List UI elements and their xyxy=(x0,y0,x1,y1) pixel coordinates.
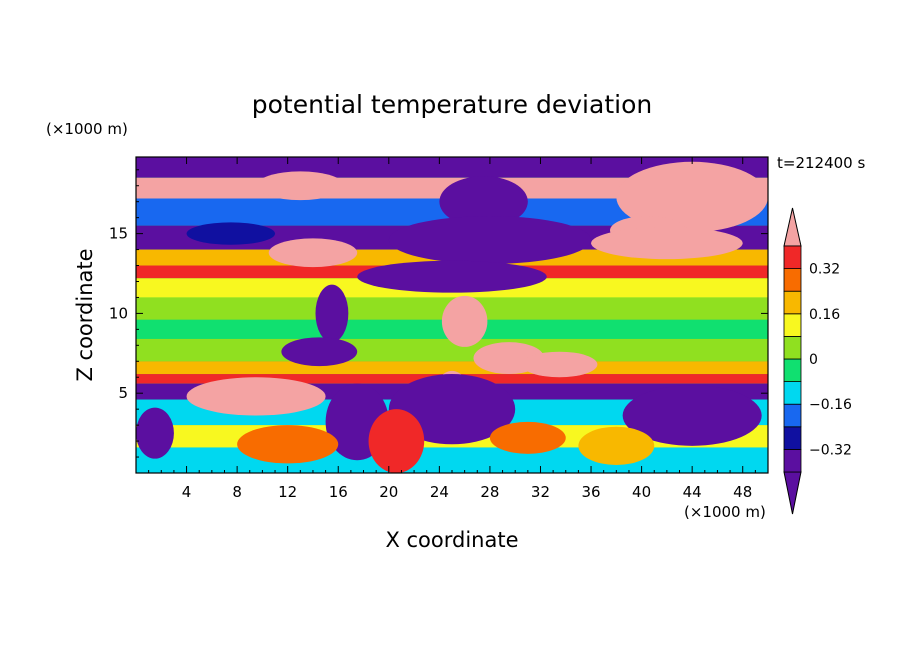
y-tick-label: 10 xyxy=(109,304,128,322)
field-feature xyxy=(616,161,768,233)
y-axis-ticks: 5 10 15 xyxy=(109,169,768,458)
x-tick-label: 24 xyxy=(430,483,449,501)
colorbar-segment xyxy=(783,313,802,337)
field-feature xyxy=(489,421,566,454)
colorbar-segment xyxy=(783,403,802,428)
x-tick-label: 28 xyxy=(480,483,499,501)
field-feature xyxy=(237,425,339,464)
x-tick-label: 44 xyxy=(683,483,702,501)
y-tick-label: 15 xyxy=(109,225,128,243)
colorbar: −0.32 −0.16 0 0.16 0.32 xyxy=(783,207,852,515)
field-features xyxy=(136,161,768,473)
field-feature xyxy=(622,385,762,446)
x-tick-label: 8 xyxy=(232,483,242,501)
y-axis-label: Z coordinate xyxy=(73,248,97,381)
colorbar-segment xyxy=(783,290,802,315)
colorbar-tick-label: −0.16 xyxy=(809,397,852,413)
x-axis-ticks: 4 8 12 16 20 24 28 32 36 40 44 48 xyxy=(148,157,756,501)
x-tick-label: 40 xyxy=(632,483,651,501)
time-label: t=212400 s xyxy=(777,154,865,172)
colorbar-tick-label: 0 xyxy=(809,352,818,368)
colorbar-segment xyxy=(783,268,802,292)
field-feature xyxy=(256,171,345,201)
colorbar-tick-label: 0.32 xyxy=(809,262,840,278)
field-feature xyxy=(268,238,358,268)
field-feature xyxy=(368,409,425,473)
field-feature xyxy=(388,216,592,264)
colorbar-segment xyxy=(783,448,802,473)
field-feature xyxy=(186,377,326,416)
x-unit-label: (×1000 m) xyxy=(684,503,766,521)
colorbar-under-triangle xyxy=(783,471,802,515)
field-feature xyxy=(521,351,598,378)
field-layer xyxy=(136,447,768,473)
chart-title: potential temperature deviation xyxy=(252,90,652,119)
field-feature xyxy=(136,407,174,459)
x-tick-label: 16 xyxy=(329,483,348,501)
field-layer xyxy=(136,361,768,375)
field-feature xyxy=(578,426,655,466)
colorbar-segment xyxy=(783,358,802,383)
x-tick-label: 48 xyxy=(733,483,752,501)
x-axis-label: X coordinate xyxy=(385,528,518,552)
colorbar-tick-label: 0.16 xyxy=(809,307,840,323)
x-tick-label: 4 xyxy=(182,483,192,501)
y-unit-label: (×1000 m) xyxy=(46,120,128,138)
field-feature xyxy=(315,284,349,343)
colorbar-segment xyxy=(783,245,802,270)
field-feature xyxy=(357,260,547,293)
colorbar-segment xyxy=(783,335,802,360)
field-feature xyxy=(439,176,528,228)
y-tick-label: 5 xyxy=(118,384,128,402)
field-feature xyxy=(441,295,488,347)
x-tick-label: 36 xyxy=(581,483,600,501)
field-feature xyxy=(591,227,743,260)
colorbar-over-triangle xyxy=(783,207,802,247)
x-tick-label: 12 xyxy=(278,483,297,501)
x-tick-label: 20 xyxy=(379,483,398,501)
x-tick-label: 32 xyxy=(531,483,550,501)
field-feature xyxy=(281,337,358,367)
colorbar-segment xyxy=(783,381,802,405)
colorbar-segment xyxy=(783,426,802,450)
field-feature xyxy=(186,222,276,245)
colorbar-tick-label: −0.32 xyxy=(809,442,852,458)
